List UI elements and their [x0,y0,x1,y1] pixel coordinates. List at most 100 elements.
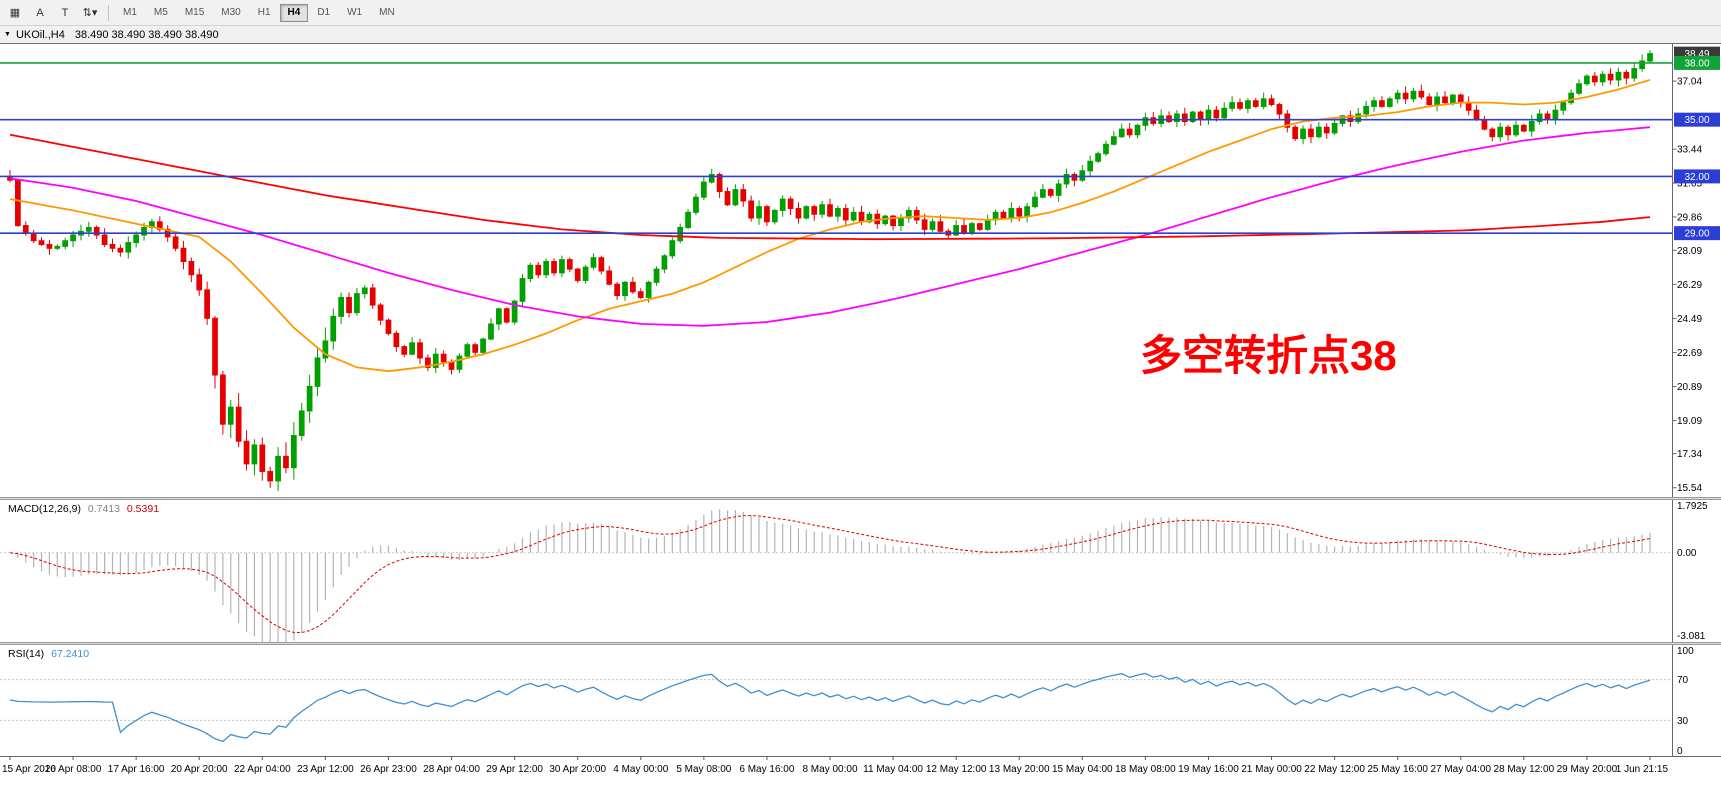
time-axis-panel[interactable]: 15 Apr 2020 16 Apr 08:00 17 Apr 16:00 20 Ap… [0,756,1721,780]
time-axis-label: 16 Apr 08:00 [45,764,102,775]
timeframe-button-m1[interactable]: M1 [115,4,145,22]
time-axis-label: 20 Apr 20:00 [171,764,228,775]
text-tool-icon[interactable]: T [53,3,77,23]
price-tick-label: 28.09 [1677,246,1702,257]
price-tick-label: 26.29 [1677,280,1702,291]
price-tick-label: 33.44 [1677,145,1702,156]
collapse-chart-icon[interactable]: ▼ [4,31,11,38]
timeframe-button-m30[interactable]: M30 [213,4,248,22]
time-axis-label: 22 Apr 04:00 [234,764,291,775]
price-tick-label: 22.69 [1677,348,1702,359]
macd-panel[interactable]: 1.7925 0.00 -3.081 [0,500,1721,642]
time-axis-label: 23 Apr 12:00 [297,764,354,775]
timeframe-button-h1[interactable]: H1 [250,4,279,22]
toolbar-separator [108,4,109,21]
macd-signal-line [9,515,1651,634]
time-axis-label: 15 Apr 2020 [2,764,56,775]
time-axis-label: 22 May 12:00 [1304,764,1365,775]
blue-line-badge [1674,112,1720,127]
time-axis-label: 30 Apr 20:00 [549,764,606,775]
rsi-indicator-label: RSI(14) 67.2410 [8,648,93,660]
price-tick-label: 17.34 [1677,449,1702,460]
rsi-panel[interactable]: 100 70 30 0 [0,645,1721,757]
timeframe-button-d1[interactable]: D1 [309,4,338,22]
time-axis-label: 15 May 04:00 [1052,764,1113,775]
rsi-scale-label: 100 [1677,646,1694,657]
chart-area: MACD(12,26,9) 0.7413 0.5391 RSI(14) 67.2… [0,44,1721,786]
price-tick-label: 37.04 [1677,77,1702,88]
symbol-ohlc-values: 38.490 38.490 38.490 38.490 [74,28,219,41]
green-line-badge [1674,55,1720,70]
price-tick-label: 31.65 [1677,179,1702,190]
current-price-badge-label: 38.49 [1684,49,1709,60]
time-axis-label: 26 Apr 23:00 [360,764,417,775]
blue-line-badge [1674,169,1720,184]
timeframe-button-w1[interactable]: W1 [339,4,370,22]
cursor-a-icon[interactable]: A [28,3,52,23]
arrows-tool-dropdown-icon[interactable]: ⇅▾ [78,3,102,23]
ma-slow-red [9,133,1651,241]
time-axis-label: 29 Apr 12:00 [486,764,543,775]
panel-splitter[interactable] [0,642,1721,645]
time-axis-label: 29 May 20:00 [1557,764,1618,775]
time-axis-label: 6 May 16:00 [739,764,794,775]
time-axis-label: 25 May 16:00 [1367,764,1428,775]
time-axis-label: 19 May 16:00 [1178,764,1239,775]
rsi-line [9,672,1651,743]
blue-line-badge-label: 35.00 [1684,115,1709,126]
timeframe-button-m15[interactable]: M15 [177,4,212,22]
blue-line-badge-label: 29.00 [1684,229,1709,240]
macd-panel-svg: 1.7925 0.00 -3.081 [0,500,1708,642]
price-chart-panel[interactable]: 多空转折点38 37.04 33.44 31.65 29.86 28.09 26.29 24.… [0,44,1721,497]
time-axis-label: 13 May 20:00 [989,764,1050,775]
timeframe-button-m5[interactable]: M5 [146,4,176,22]
time-axis-label: 17 Apr 16:00 [108,764,165,775]
time-axis-label: 28 May 12:00 [1494,764,1555,775]
macd-signal-value: 0.5391 [126,503,160,515]
time-axis-label: 1 Jun 21:15 [1616,764,1669,775]
price-tick-label: 15.54 [1677,483,1702,494]
time-axis-label: 12 May 12:00 [926,764,987,775]
price-tick-label: 19.09 [1677,416,1702,427]
time-axis-label: 11 May 04:00 [863,764,923,775]
price-tick-label: 29.86 [1677,212,1702,223]
rsi-scale-label: 70 [1677,675,1689,686]
blue-line-badge [1674,226,1720,241]
time-axis-label: 4 May 00:00 [613,764,668,775]
timeframe-button-mn[interactable]: MN [371,4,403,22]
rsi-name: RSI(14) [8,648,45,660]
price-tick-label: 20.89 [1677,382,1702,393]
candles-layer [7,50,1653,492]
time-axis-label: 28 Apr 04:00 [423,764,480,775]
drawing-toolbar: ▦ A T ⇅▾ [3,3,102,23]
macd-scale-label: 0.00 [1677,548,1697,559]
rsi-scale-label: 30 [1677,716,1689,727]
chart-annotation-text[interactable]: 多空转折点38 [1140,332,1397,379]
time-axis-label: 18 May 08:00 [1115,764,1176,775]
price-tick-label: 24.49 [1677,314,1702,325]
panel-splitter[interactable] [0,497,1721,500]
blue-line-badge-label: 32.00 [1684,172,1709,183]
green-line-badge-label: 38.00 [1684,58,1709,69]
ma-fast-orange [9,79,1651,373]
macd-name: MACD(12,26,9) [8,503,81,515]
macd-scale-label: 1.7925 [1677,501,1708,512]
macd-scale-label: -3.081 [1677,631,1706,642]
rsi-scale-label: 0 [1677,746,1683,756]
macd-indicator-label: MACD(12,26,9) 0.7413 0.5391 [8,503,163,515]
chart-grid-icon[interactable]: ▦ [3,3,27,23]
timeframe-button-h4[interactable]: H4 [279,3,309,22]
ma-mid-magenta [9,126,1651,327]
time-axis-label: 8 May 00:00 [802,764,857,775]
timeframe-toolbar: M1 M5 M15 M30 H1 H4 D1 W1 MN [115,3,403,22]
symbol-title: UKOil.,H4 [15,28,65,41]
price-chart-panel-svg: 多空转折点38 37.04 33.44 31.65 29.86 28.09 26.29 24.… [0,44,1720,497]
rsi-panel-svg: 100 70 30 0 [0,645,1694,757]
time-axis-label: 21 May 00:00 [1241,764,1302,775]
time-axis-label: 27 May 04:00 [1430,764,1491,775]
macd-main-value: 0.7413 [87,503,120,515]
top-toolbar: ▦ A T ⇅▾ M1 M5 M15 M30 H1 H4 D1 W1 MN [0,0,1721,26]
macd-histogram [17,509,1651,642]
chart-caption-bar: ▼ UKOil.,H4 38.490 38.490 38.490 38.490 [0,26,1721,44]
